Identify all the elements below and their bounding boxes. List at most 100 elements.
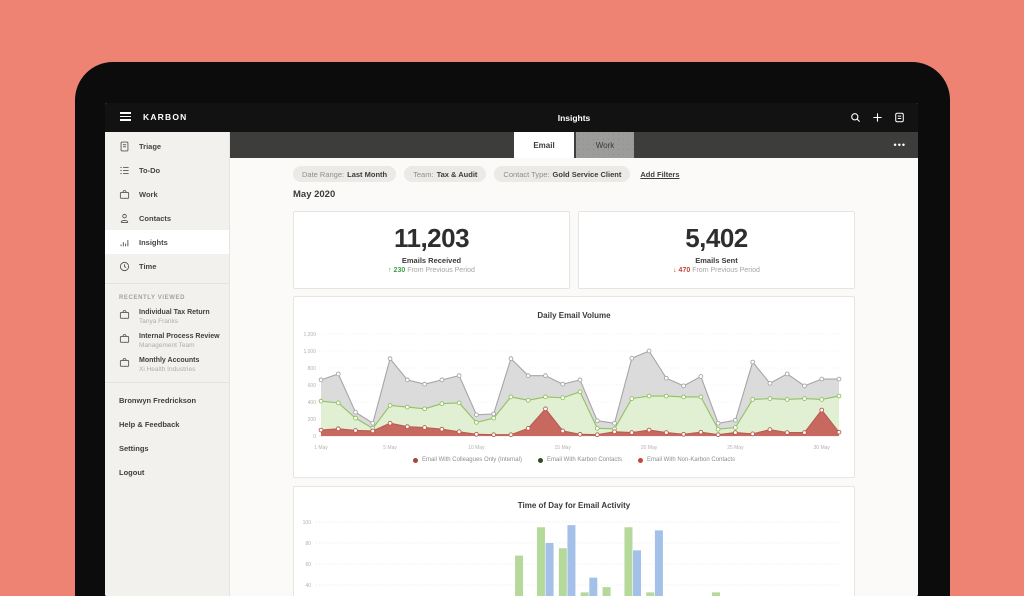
svg-text:60: 60 (305, 562, 311, 568)
chart-title: Daily Email Volume (537, 311, 611, 320)
page-title: Insights (557, 112, 591, 123)
stat-value: 5,402 (685, 223, 748, 253)
svg-text:800: 800 (308, 366, 317, 372)
sidebar-item-label: Contacts (139, 213, 172, 223)
delta-down-arrow-icon: ↓ (673, 267, 677, 274)
filter-chip-date-range[interactable]: Date Range: Last Month (293, 166, 397, 182)
svg-text:400: 400 (308, 400, 317, 406)
legend-dot-icon (537, 457, 543, 463)
filter-chip-contact-type[interactable]: Contact Type: Gold Service Client (494, 166, 631, 182)
briefcase-icon (119, 358, 130, 367)
tab-email[interactable]: Email (514, 132, 574, 158)
stat-card-emails-sent: 5,402 Emails Sent ↓ 470 From Previous Pe… (578, 211, 855, 289)
sidebar-item-label: Work (139, 189, 158, 199)
svg-text:1,000: 1,000 (303, 349, 316, 355)
svg-text:1 May: 1 May (314, 445, 328, 451)
legend-item: Email With Karbon Contacts (537, 457, 622, 463)
more-options-icon[interactable]: ••• (893, 140, 906, 150)
user-profile-link[interactable]: Bronwyn Fredrickson (119, 395, 197, 405)
filter-chip-team[interactable]: Team: Tax & Audit (404, 166, 487, 182)
recently-viewed-subtitle: Management Team (139, 342, 195, 349)
sidebar: Triage To-Do Work Contacts Insights (105, 132, 230, 596)
svg-text:100: 100 (303, 520, 312, 526)
topbar-actions (850, 103, 905, 132)
sidebar-item-work[interactable]: Work (105, 182, 229, 206)
stat-delta: ↑ 230 From Previous Period (388, 267, 475, 274)
person-icon (120, 213, 129, 223)
sidebar-item-label: Insights (139, 237, 168, 247)
sidebar-item-time[interactable]: Time (105, 254, 229, 278)
app-screen: KARBON Insights Triage To-Do (105, 103, 918, 596)
tab-work[interactable]: Work (576, 132, 634, 158)
recently-viewed-title: Monthly Accounts (139, 357, 200, 364)
chart-legend: Email With Colleagues Only (Internal) Em… (294, 457, 854, 463)
recently-viewed-heading: RECENTLY VIEWED (119, 295, 186, 301)
stat-label: Emails Received (401, 256, 462, 265)
sidebar-item-todo[interactable]: To-Do (105, 158, 229, 182)
daily-email-volume-chart: 0 200 400 600 800 1,000 1,200 1 May 5 May 10 May 1… (303, 332, 842, 451)
add-filters-link[interactable]: Add Filters (640, 169, 680, 179)
sidebar-item-label: Triage (139, 141, 162, 151)
svg-text:20 May: 20 May (641, 445, 658, 451)
briefcase-icon (119, 189, 130, 199)
sidebar-item-label: To-Do (139, 165, 161, 175)
briefcase-icon (119, 334, 130, 343)
triage-icon (120, 141, 129, 151)
chart-title: Time of Day for Email Activity (517, 501, 631, 510)
daily-email-volume-card: Daily Email Volume 0 200 400 600 800 1,000 1,2… (293, 296, 855, 478)
stat-card-emails-received: 11,203 Emails Received ↑ 230 From Previo… (293, 211, 570, 289)
legend-dot-icon (412, 457, 418, 463)
sidebar-item-triage[interactable]: Triage (105, 134, 229, 158)
time-of-day-card: Time of Day for Email Activity 40 60 80 100 (293, 486, 855, 596)
svg-text:15 May: 15 May (555, 445, 572, 451)
todo-icon (120, 166, 129, 174)
bar-chart-icon (120, 239, 129, 246)
stat-label: Emails Sent (695, 256, 738, 265)
briefcase-icon (119, 310, 130, 319)
activity-feed-icon[interactable] (894, 112, 905, 123)
settings-link[interactable]: Settings (119, 443, 149, 453)
legend-dot-icon (638, 457, 644, 463)
sidebar-item-contacts[interactable]: Contacts (105, 206, 229, 230)
logout-link[interactable]: Logout (119, 467, 145, 477)
recently-viewed-subtitle: Tanya Franks (139, 318, 179, 325)
top-app-bar: KARBON Insights (105, 103, 918, 132)
stat-value: 11,203 (393, 223, 470, 253)
stat-delta: ↓ 470 From Previous Period (673, 267, 760, 274)
sidebar-divider (105, 283, 229, 284)
svg-text:1,200: 1,200 (303, 332, 316, 338)
insights-content: Date Range: Last Month Team: Tax & Audit C… (230, 158, 918, 596)
app-brand: KARBON (143, 112, 188, 122)
recently-viewed-item[interactable]: Individual Tax Return Tanya Franks (105, 305, 229, 329)
recently-viewed-subtitle: Xi Health Industries (139, 366, 196, 373)
recently-viewed-item[interactable]: Internal Process Review Management Team (105, 329, 229, 353)
recently-viewed-title: Individual Tax Return (139, 309, 210, 316)
search-icon[interactable] (850, 112, 861, 123)
help-feedback-link[interactable]: Help & Feedback (119, 419, 180, 429)
delta-up-arrow-icon: ↑ (388, 267, 392, 274)
sidebar-divider (105, 382, 229, 383)
tablet-frame: KARBON Insights Triage To-Do (75, 62, 950, 596)
sidebar-item-label: Time (139, 261, 157, 271)
time-of-day-chart: 40 60 80 100 (303, 520, 841, 596)
recently-viewed-title: Internal Process Review (139, 333, 220, 340)
legend-item: Email With Colleagues Only (Internal) (412, 457, 522, 463)
legend-item: Email With Non-Karbon Contacts (638, 457, 735, 463)
svg-text:200: 200 (308, 417, 317, 423)
clock-icon (119, 261, 130, 271)
svg-text:5 May: 5 May (383, 445, 397, 451)
add-icon[interactable] (872, 112, 883, 123)
svg-text:40: 40 (305, 583, 311, 589)
svg-text:0: 0 (313, 434, 316, 440)
svg-text:600: 600 (308, 383, 317, 389)
recently-viewed-item[interactable]: Monthly Accounts Xi Health Industries (105, 353, 229, 377)
svg-text:25 May: 25 May (727, 445, 744, 451)
svg-text:30 May: 30 May (814, 445, 831, 451)
main-area: Email Work ••• Date Range: Last Month Tea… (230, 132, 918, 596)
menu-icon[interactable] (120, 112, 131, 123)
filter-bar: Date Range: Last Month Team: Tax & Audit C… (293, 166, 680, 182)
svg-text:10 May: 10 May (468, 445, 485, 451)
sidebar-item-insights[interactable]: Insights (105, 230, 229, 254)
period-heading: May 2020 (293, 189, 336, 200)
